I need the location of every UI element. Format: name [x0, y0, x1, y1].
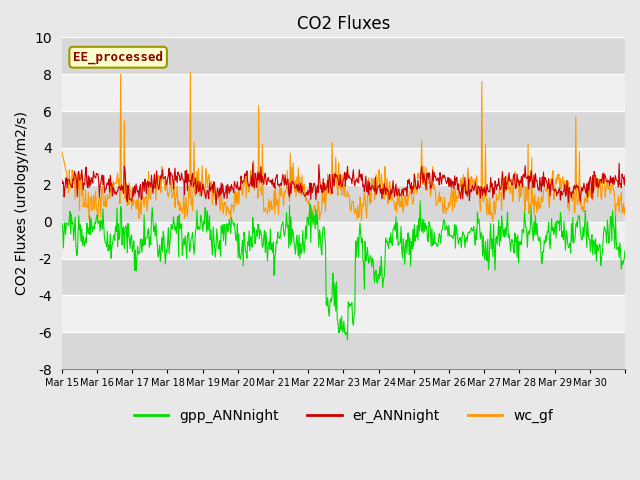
er_ANNnight — [228, 185, 236, 191]
gpp_ANNnight — [124, 220, 132, 226]
er_ANNnight — [58, 177, 66, 183]
Title: CO2 Fluxes: CO2 Fluxes — [297, 15, 390, 33]
wc_gf — [186, 70, 194, 75]
gpp_ANNnight — [403, 237, 410, 243]
er_ANNnight — [124, 182, 132, 188]
er_ANNnight — [249, 160, 257, 166]
wc_gf — [621, 204, 629, 210]
er_ANNnight — [212, 202, 220, 208]
gpp_ANNnight — [255, 236, 263, 242]
Bar — [62, 74, 625, 111]
wc_gf — [278, 192, 286, 198]
Bar — [62, 259, 625, 296]
wc_gf — [435, 198, 442, 204]
Bar — [62, 296, 625, 332]
wc_gf — [257, 188, 265, 193]
Bar — [62, 148, 625, 185]
wc_gf — [94, 219, 102, 225]
gpp_ANNnight — [344, 337, 351, 343]
Bar — [62, 37, 625, 74]
Bar — [62, 222, 625, 259]
gpp_ANNnight — [417, 198, 424, 204]
wc_gf — [125, 202, 132, 207]
Line: er_ANNnight: er_ANNnight — [62, 163, 625, 205]
Bar — [62, 332, 625, 369]
Bar — [62, 111, 625, 148]
er_ANNnight — [435, 176, 442, 181]
Legend: gpp_ANNnight, er_ANNnight, wc_gf: gpp_ANNnight, er_ANNnight, wc_gf — [128, 403, 559, 429]
Text: EE_processed: EE_processed — [73, 50, 163, 64]
gpp_ANNnight — [228, 215, 236, 220]
gpp_ANNnight — [277, 231, 285, 237]
er_ANNnight — [621, 172, 629, 178]
wc_gf — [229, 203, 237, 208]
gpp_ANNnight — [435, 238, 442, 243]
gpp_ANNnight — [621, 248, 629, 253]
wc_gf — [58, 149, 66, 155]
er_ANNnight — [403, 193, 411, 199]
Line: wc_gf: wc_gf — [62, 72, 625, 222]
Line: gpp_ANNnight: gpp_ANNnight — [62, 201, 625, 340]
Bar — [62, 185, 625, 222]
er_ANNnight — [257, 164, 265, 169]
wc_gf — [403, 195, 411, 201]
Y-axis label: CO2 Fluxes (urology/m2/s): CO2 Fluxes (urology/m2/s) — [15, 111, 29, 295]
gpp_ANNnight — [58, 220, 66, 226]
er_ANNnight — [278, 177, 286, 182]
